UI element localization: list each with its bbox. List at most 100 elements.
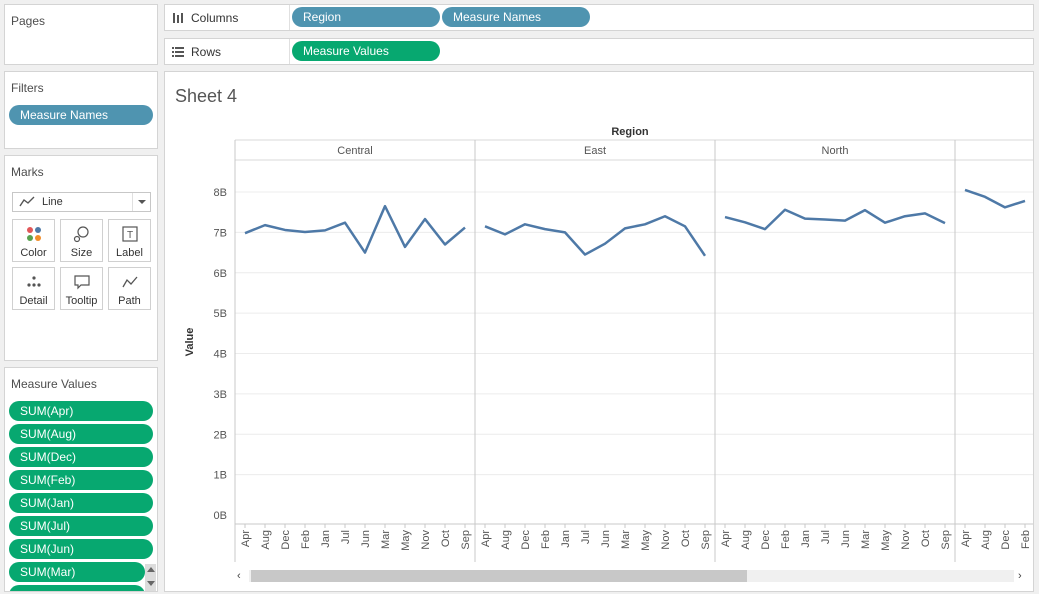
measure-pill-sum-feb[interactable]: SUM(Feb) xyxy=(9,470,153,490)
tooltip-button-label: Tooltip xyxy=(65,295,98,307)
rows-shelf[interactable]: Rows Measure Values xyxy=(164,38,1034,65)
x-tick-label: Apr xyxy=(960,530,972,547)
measure-pill-sum-apr[interactable]: SUM(Apr) xyxy=(9,401,153,421)
shelf-divider xyxy=(289,39,290,64)
x-tick-label: Sep xyxy=(940,530,952,550)
x-tick-label: Jan xyxy=(800,530,812,548)
y-tick-label: 8B xyxy=(214,187,227,199)
x-tick-label: Feb xyxy=(300,530,312,549)
measure-pill-sum-jun[interactable]: SUM(Jun) xyxy=(9,539,153,559)
sheet-view: Sheet 4 Region 0B 1B 2B 3B 4B 5B 6B 7B 8B Value Cen… xyxy=(164,71,1034,592)
x-tick-label: Aug xyxy=(980,530,992,550)
measure-pill-sum-aug[interactable]: SUM(Aug) xyxy=(9,424,153,444)
x-tick-label: Mar xyxy=(860,530,872,549)
measure-values-title: Measure Values xyxy=(11,377,97,391)
horizontal-scrollbar[interactable]: ‹ › xyxy=(235,568,1028,582)
label-button-label: Label xyxy=(116,247,143,259)
x-tick-label: Mar xyxy=(380,530,392,549)
detail-button-label: Detail xyxy=(19,295,48,307)
rows-pill-measure-values[interactable]: Measure Values xyxy=(292,41,440,61)
y-tick-label: 1B xyxy=(214,470,227,482)
measure-pill-sum-jan[interactable]: SUM(Jan) xyxy=(9,493,153,513)
x-tick-label: Dec xyxy=(520,530,532,550)
x-tick-label: Feb xyxy=(780,530,792,549)
panel-header-north: North xyxy=(822,145,849,157)
x-tick-label: May xyxy=(400,530,412,551)
svg-text:T: T xyxy=(127,230,133,241)
region-header: Region xyxy=(611,126,649,138)
panel-header-central: Central xyxy=(337,145,372,157)
path-button[interactable]: Path xyxy=(108,267,151,310)
pages-title: Pages xyxy=(11,14,46,28)
path-icon xyxy=(122,276,138,288)
scroll-right-icon[interactable]: › xyxy=(1018,570,1022,582)
marks-title: Marks xyxy=(11,165,44,179)
x-tick-label: Apr xyxy=(240,530,252,547)
x-tick-label: Aug xyxy=(500,530,512,550)
chevron-down-icon[interactable] xyxy=(132,193,150,211)
scroll-up-icon[interactable] xyxy=(147,567,155,572)
y-tick-label: 2B xyxy=(214,429,227,441)
x-tick-label: Sep xyxy=(460,530,472,550)
x-tick-label: Aug xyxy=(260,530,272,550)
x-tick-label: Sep xyxy=(700,530,712,550)
mark-type-dropdown[interactable]: Line xyxy=(12,192,151,212)
x-tick-label: Oct xyxy=(680,530,692,547)
x-tick-label: Jul xyxy=(580,530,592,544)
x-tick-label: Jun xyxy=(600,530,612,548)
size-button[interactable]: Size xyxy=(60,219,103,262)
y-tick-label: 5B xyxy=(214,308,227,320)
detail-button[interactable]: Detail xyxy=(12,267,55,310)
x-tick-label: Nov xyxy=(420,530,432,550)
panel-header-east: East xyxy=(584,145,606,157)
measure-pill-partial[interactable] xyxy=(9,585,145,591)
label-icon: T xyxy=(122,226,138,242)
x-tick-label: May xyxy=(640,530,652,551)
scroll-down-icon[interactable] xyxy=(147,581,155,586)
filters-card[interactable]: Filters Measure Names xyxy=(4,71,158,149)
detail-dots-icon xyxy=(27,276,41,287)
color-button-label: Color xyxy=(20,247,47,259)
color-button[interactable]: Color xyxy=(12,219,55,262)
x-tick-label: Dec xyxy=(280,530,292,550)
rows-label: Rows xyxy=(191,45,222,59)
rows-icon xyxy=(172,47,184,57)
y-tick-label: 3B xyxy=(214,389,227,401)
measure-pill-sum-jul[interactable]: SUM(Jul) xyxy=(9,516,153,536)
filter-pill-measure-names[interactable]: Measure Names xyxy=(9,105,153,125)
x-tick-label: Jul xyxy=(820,530,832,544)
scrollbar-thumb[interactable] xyxy=(251,570,747,582)
y-tick-label: 6B xyxy=(214,268,227,280)
label-button[interactable]: T Label xyxy=(108,219,151,262)
y-tick-label: 4B xyxy=(214,349,227,361)
x-tick-label: Apr xyxy=(480,530,492,547)
tooltip-button[interactable]: Tooltip xyxy=(60,267,103,310)
measure-pill-sum-dec[interactable]: SUM(Dec) xyxy=(9,447,153,467)
tooltip-icon xyxy=(74,275,90,290)
columns-shelf[interactable]: Columns Region Measure Names xyxy=(164,4,1034,31)
path-button-label: Path xyxy=(118,295,141,307)
color-dots-icon xyxy=(27,227,41,241)
pages-card[interactable]: Pages xyxy=(4,4,158,65)
series-line-south[interactable] xyxy=(964,188,1026,209)
x-tick-label: Oct xyxy=(920,530,932,547)
x-tick-label: Jan xyxy=(560,530,572,548)
x-tick-label: Dec xyxy=(760,530,772,550)
x-tick-label: Jan xyxy=(320,530,332,548)
columns-pill-measure-names[interactable]: Measure Names xyxy=(442,7,590,27)
columns-pill-region[interactable]: Region xyxy=(292,7,440,27)
x-tick-label: Jun xyxy=(360,530,372,548)
scroll-left-icon[interactable]: ‹ xyxy=(237,570,241,582)
mark-type-label: Line xyxy=(42,196,63,208)
series-line-north[interactable] xyxy=(724,208,946,231)
measure-pill-sum-mar[interactable]: SUM(Mar) xyxy=(9,562,145,582)
shelf-divider xyxy=(289,5,290,30)
line-chart[interactable]: Region 0B 1B 2B 3B 4B 5B 6B 7B 8B Value Central Apr A… xyxy=(165,72,1033,591)
columns-label: Columns xyxy=(191,11,239,25)
columns-icon xyxy=(173,13,183,23)
series-line-east[interactable] xyxy=(484,214,707,257)
measure-values-scrollbar[interactable] xyxy=(145,564,156,591)
series-line-central[interactable] xyxy=(244,204,466,254)
x-tick-label: Jun xyxy=(840,530,852,548)
x-tick-label: May xyxy=(880,530,892,551)
